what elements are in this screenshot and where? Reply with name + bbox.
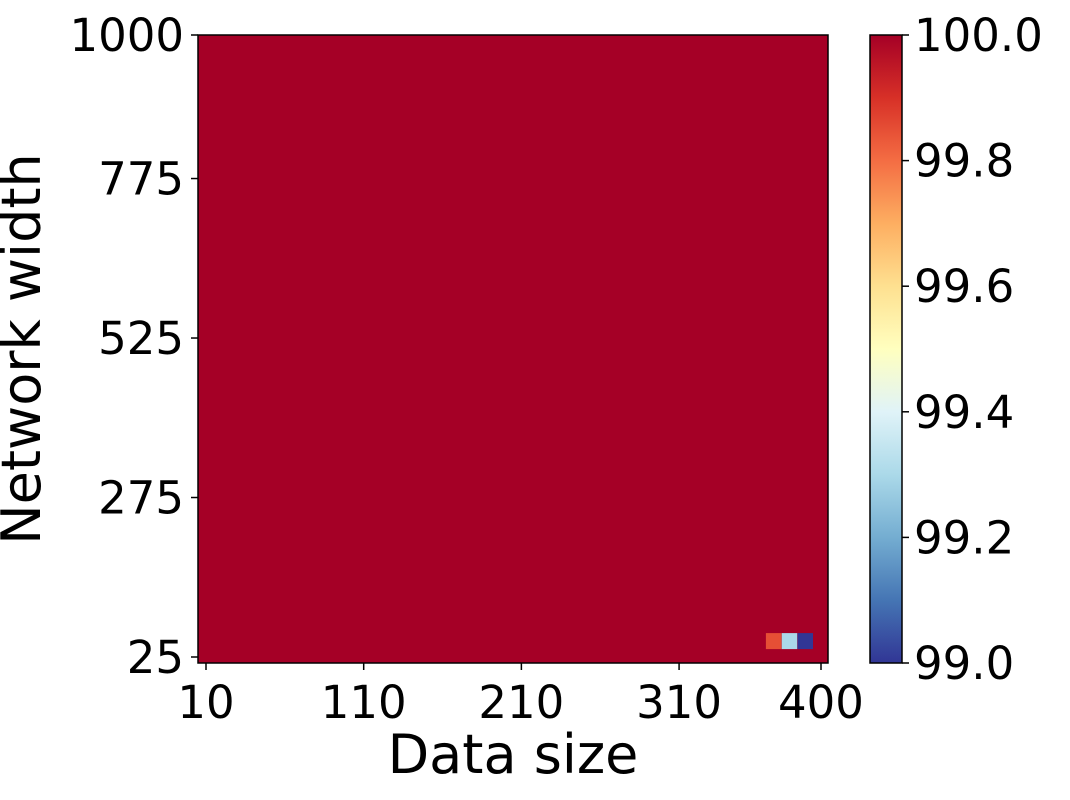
heatmap-background [198, 35, 828, 663]
x-tick-label: 210 [478, 676, 564, 729]
y-tick-label: 275 [98, 472, 184, 525]
x-tick-label: 110 [321, 676, 407, 729]
heatmap-cell [781, 633, 798, 650]
colorbar-ticks: 99.0 99.2 99.4 99.6 99.8 100.0 [902, 9, 1043, 690]
y-tick-label: 775 [98, 153, 184, 206]
colorbar-tick-label: 99.8 [914, 135, 1014, 188]
y-axis-ticks: 25 275 525 775 1000 [69, 9, 198, 684]
heatmap-cell [765, 633, 782, 650]
colorbar-tick-label: 100.0 [914, 9, 1043, 62]
colorbar-tick-label: 99.4 [914, 386, 1014, 439]
x-tick-label: 310 [636, 676, 722, 729]
colorbar-tick-label: 99.6 [914, 260, 1014, 313]
colorbar [869, 34, 903, 664]
y-tick-label: 25 [127, 631, 184, 684]
plot-frame [197, 34, 829, 664]
y-axis-label: Network width [0, 153, 53, 544]
x-tick-label: 400 [778, 676, 864, 729]
y-tick-label: 1000 [69, 9, 184, 62]
x-tick-label: 10 [177, 676, 234, 729]
x-axis-label: Data size [388, 723, 639, 786]
heatmap-cells [765, 633, 813, 650]
heatmap-cell [797, 633, 813, 650]
x-axis-ticks: 10 110 210 310 400 [177, 663, 864, 729]
colorbar-tick-label: 99.0 [914, 637, 1014, 690]
y-tick-label: 525 [98, 312, 184, 365]
colorbar-tick-label: 99.2 [914, 511, 1014, 564]
